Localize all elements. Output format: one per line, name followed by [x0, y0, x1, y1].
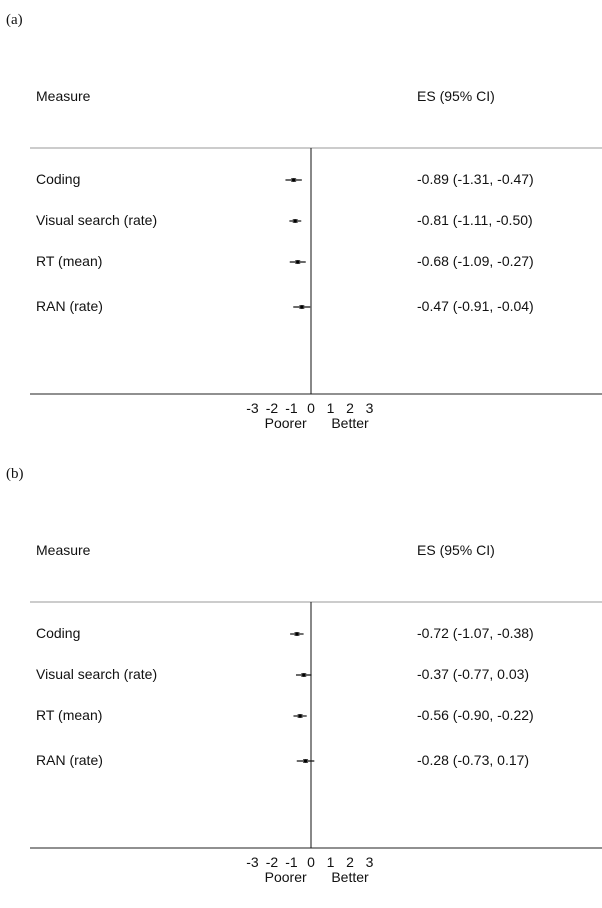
x-tick-label: 3	[365, 400, 374, 416]
panel-label-b: (b)	[6, 466, 24, 482]
axis-label-poorer: Poorer	[264, 415, 307, 431]
x-tick-label: -1	[285, 854, 298, 870]
point-estimate-dot	[292, 178, 296, 182]
x-tick-label: -3	[246, 854, 259, 870]
x-tick-label: 0	[307, 854, 315, 870]
point-estimate-dot	[295, 632, 299, 636]
forest-plot-a-svg	[30, 147, 602, 395]
row-es-value: -0.37 (-0.77, 0.03)	[417, 666, 530, 682]
row-label: Visual search (rate)	[36, 212, 158, 228]
point-estimate-dot	[302, 673, 306, 677]
axis-label-better: Better	[331, 869, 369, 885]
forest-plot-b-svg	[30, 601, 602, 849]
row-es-value: -0.68 (-1.09, -0.27)	[417, 253, 534, 269]
es-header: ES (95% CI)	[417, 88, 495, 104]
point-estimate-dot	[293, 219, 297, 223]
measure-header: Measure	[36, 542, 91, 558]
x-tick-label: 3	[365, 854, 374, 870]
point-estimate-dot	[300, 305, 304, 309]
x-tick-label: 1	[326, 400, 335, 416]
axis-label-better: Better	[331, 415, 369, 431]
row-es-value: -0.28 (-0.73, 0.17)	[417, 752, 530, 768]
row-label: RT (mean)	[36, 253, 103, 269]
x-tick-label: -2	[265, 400, 279, 416]
forest-plot-a: (a) Measure ES (95% CI) Coding Visual se…	[6, 12, 602, 431]
point-estimate-dot	[303, 759, 308, 763]
row-label: RAN (rate)	[36, 298, 103, 314]
row-label: Visual search (rate)	[36, 666, 158, 682]
measure-header: Measure	[36, 88, 91, 104]
row-label: RT (mean)	[36, 707, 103, 723]
forest-plot-b: (b) Measure ES (95% CI) Coding Visual se…	[0, 454, 602, 908]
row-es-value: -0.89 (-1.31, -0.47)	[417, 171, 534, 187]
row-label: Coding	[36, 171, 81, 187]
es-header: ES (95% CI)	[417, 542, 495, 558]
row-es-value: -0.47 (-0.91, -0.04)	[417, 298, 534, 314]
x-tick-label: 2	[346, 854, 354, 870]
row-label: Coding	[36, 625, 81, 641]
point-estimate-dot	[298, 714, 302, 718]
x-tick-label: 2	[346, 400, 354, 416]
row-label: RAN (rate)	[36, 752, 103, 768]
x-tick-label: -2	[265, 854, 279, 870]
row-es-value: -0.72 (-1.07, -0.38)	[417, 625, 534, 641]
row-es-value: -0.56 (-0.90, -0.22)	[417, 707, 534, 723]
axis-label-poorer: Poorer	[264, 869, 307, 885]
x-tick-label: -3	[246, 400, 259, 416]
x-tick-label: 0	[307, 400, 315, 416]
x-tick-label: 1	[326, 854, 335, 870]
panel-label-a: (a)	[6, 12, 23, 28]
x-tick-label: -1	[285, 400, 298, 416]
point-estimate-dot	[296, 260, 300, 264]
row-es-value: -0.81 (-1.11, -0.50)	[417, 212, 533, 228]
